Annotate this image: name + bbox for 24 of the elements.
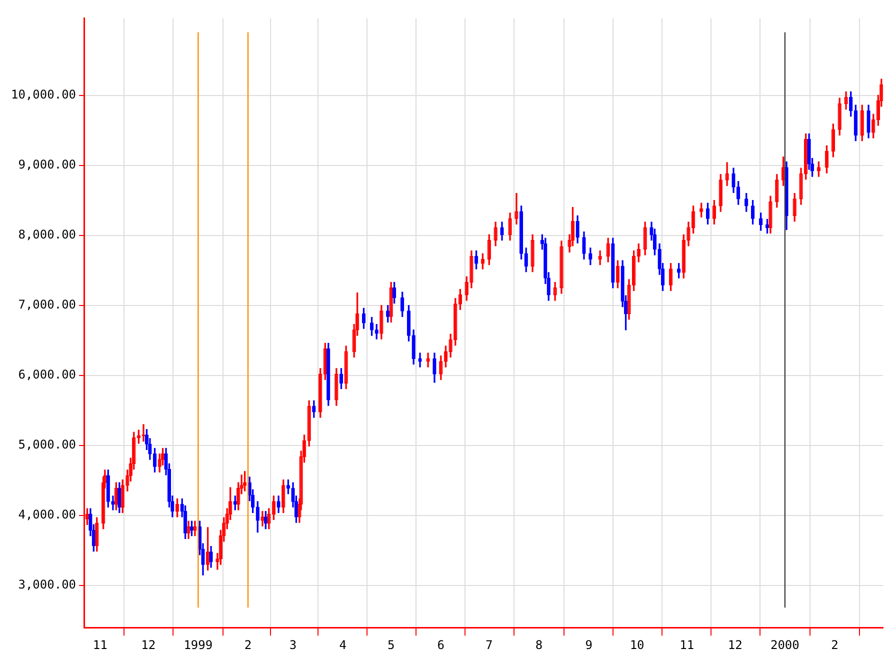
- y-tick-label: 3,000.00: [18, 578, 76, 592]
- x-tick-label: 8: [535, 638, 543, 652]
- y-tick-label: 8,000.00: [18, 227, 76, 242]
- x-tick-label: 4: [339, 638, 346, 652]
- x-tick-label: 5: [387, 638, 395, 652]
- x-tick-label: 9: [585, 638, 592, 652]
- y-tick-label: 4,000.00: [18, 508, 76, 522]
- x-tick-label: 12: [728, 638, 742, 652]
- x-tick-label: 12: [141, 638, 156, 652]
- y-tick-label: 7,000.00: [18, 298, 76, 312]
- x-tick-label: 6: [437, 638, 445, 652]
- y-tick-label: 5,000.00: [18, 438, 76, 452]
- x-tick-label: 2: [831, 638, 838, 652]
- x-tick-label: 11: [92, 638, 108, 652]
- x-tick-label: 3: [289, 638, 297, 652]
- x-tick-label: 11: [680, 638, 694, 652]
- x-tick-label: 10: [630, 638, 644, 652]
- x-tick-label: 2000: [770, 638, 800, 652]
- y-tick-label: 10,000.00: [10, 87, 76, 102]
- x-tick-label: 1999: [184, 638, 213, 652]
- y-tick-label: 6,000.00: [18, 368, 76, 382]
- x-tick-label: 7: [486, 638, 493, 652]
- y-tick-label: 9,000.00: [18, 157, 76, 172]
- x-tick-label: 2: [244, 638, 252, 652]
